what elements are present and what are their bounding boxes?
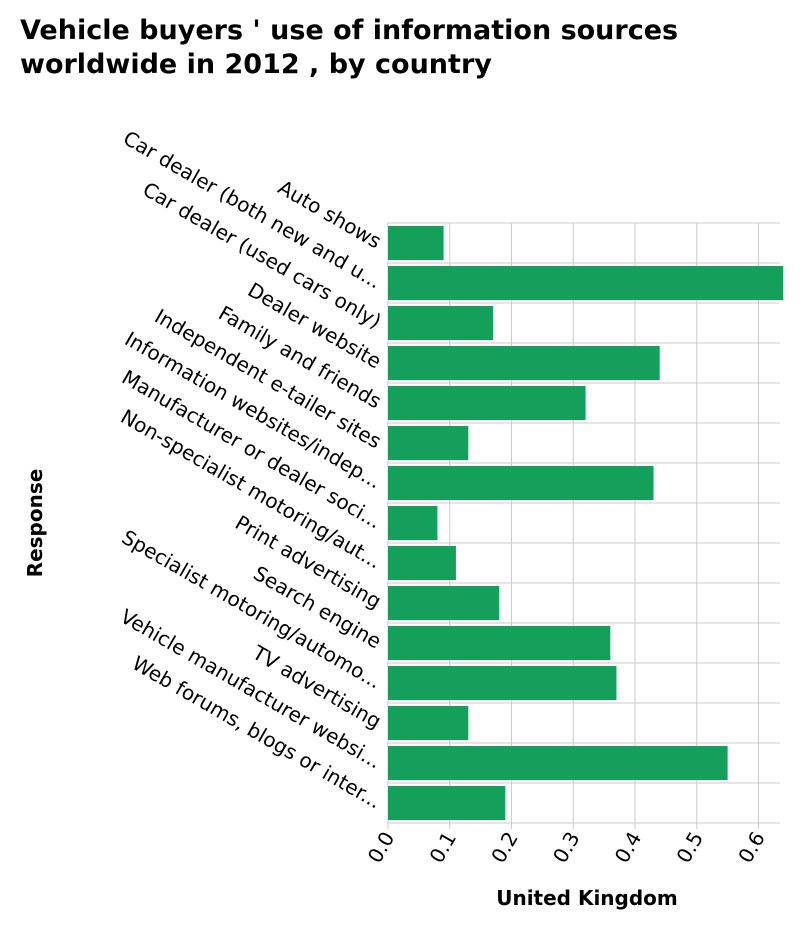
x-tick-label: 0.2	[486, 828, 523, 868]
bar	[388, 706, 468, 740]
bar	[388, 346, 660, 380]
x-tick-label: 0.0	[363, 828, 400, 868]
bar	[388, 546, 456, 580]
bar	[388, 426, 468, 460]
bar	[388, 626, 610, 660]
x-tick-label: 0.3	[548, 828, 585, 868]
bar	[388, 226, 444, 260]
x-tick-label: 0.1	[424, 828, 461, 868]
y-axis-label: Response	[23, 469, 47, 578]
x-tick-label: 0.4	[610, 828, 647, 868]
bar	[388, 386, 586, 420]
bar	[388, 666, 616, 700]
bar	[388, 466, 654, 500]
bars	[388, 226, 783, 820]
x-tick-label: 0.5	[671, 828, 708, 868]
x-tick-labels: 0.0 0.1 0.2 0.3 0.4 0.5 0.6	[363, 828, 770, 868]
x-axis-label: United Kingdom	[496, 886, 678, 910]
x-tick-label: 0.6	[733, 828, 770, 868]
bar	[388, 586, 499, 620]
bar	[388, 506, 437, 540]
bar	[388, 266, 783, 300]
bar	[388, 306, 493, 340]
bar	[388, 746, 728, 780]
bar	[388, 786, 505, 820]
